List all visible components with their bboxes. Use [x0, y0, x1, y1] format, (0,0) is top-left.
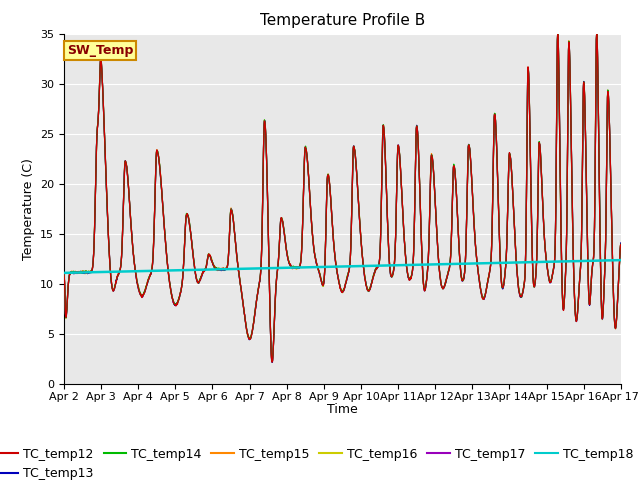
X-axis label: Time: Time: [327, 403, 358, 416]
Text: SW_Temp: SW_Temp: [67, 44, 133, 57]
Title: Temperature Profile B: Temperature Profile B: [260, 13, 425, 28]
Legend: TC_temp12, TC_temp13, TC_temp14, TC_temp15, TC_temp16, TC_temp17, TC_temp18: TC_temp12, TC_temp13, TC_temp14, TC_temp…: [0, 443, 638, 480]
Y-axis label: Temperature (C): Temperature (C): [22, 158, 35, 260]
